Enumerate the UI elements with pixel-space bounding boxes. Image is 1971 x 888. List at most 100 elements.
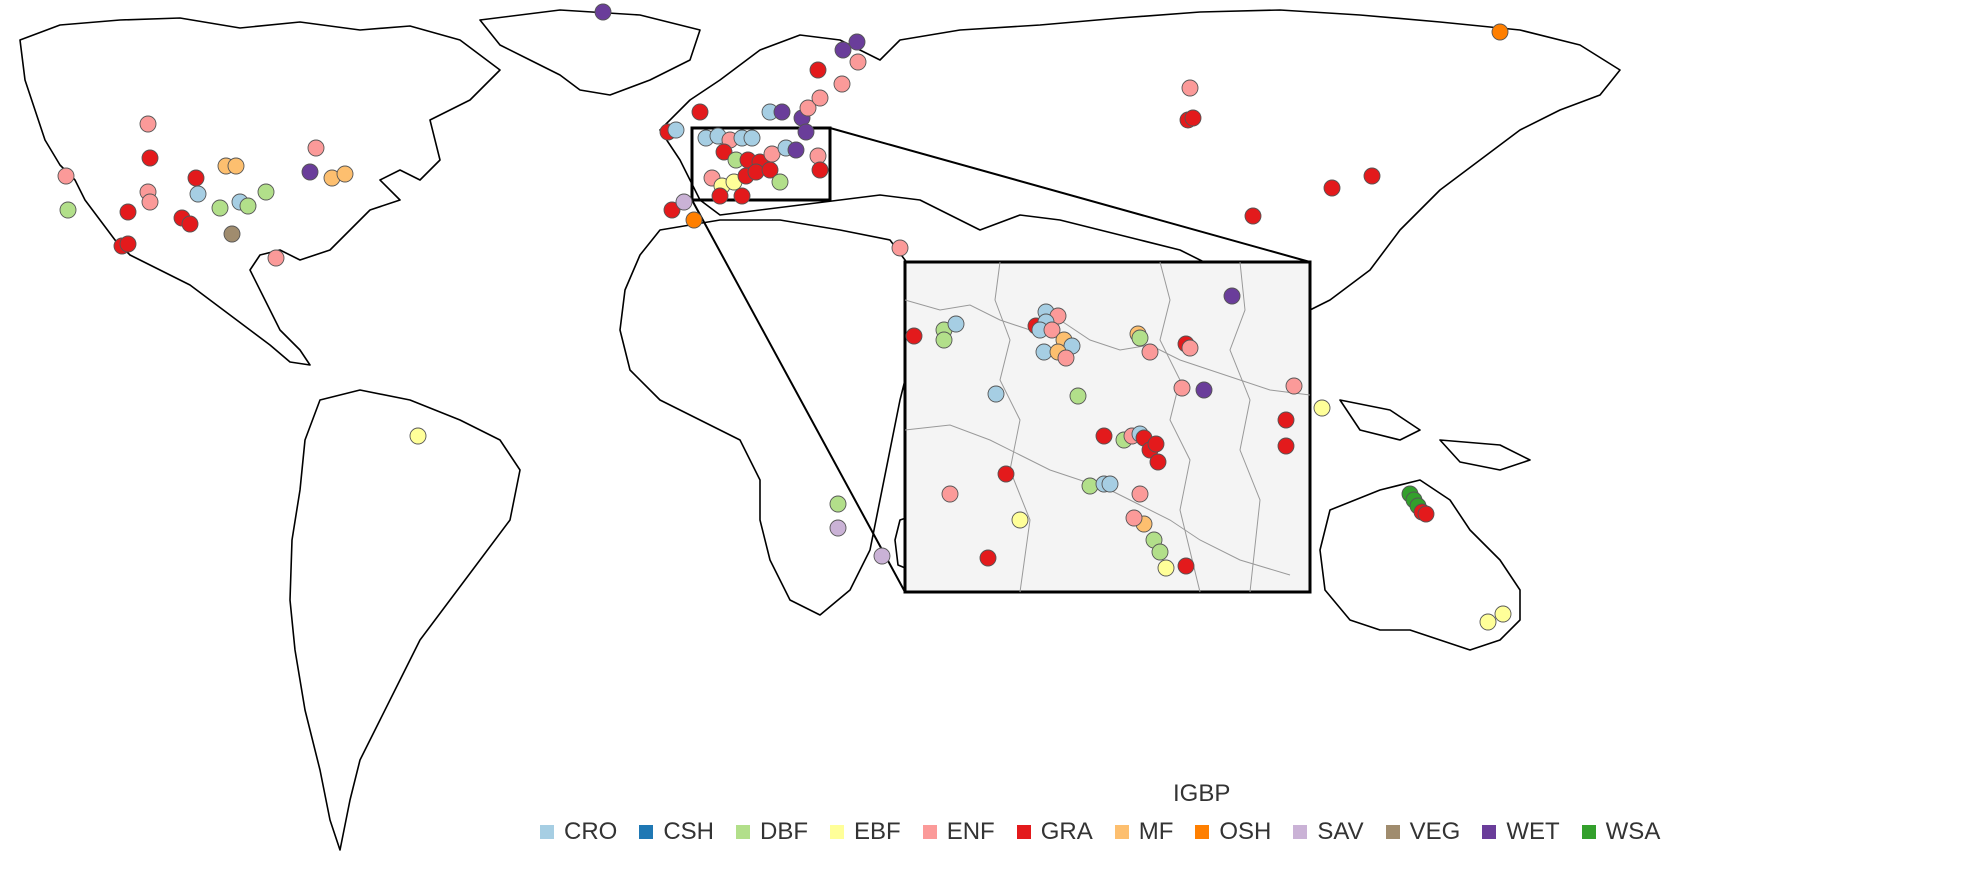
site-point-cro (743, 129, 761, 147)
legend-swatch (830, 825, 845, 839)
site-point-wet (834, 41, 852, 59)
site-point-cro (667, 121, 685, 139)
site-point-dbf (771, 173, 789, 191)
site-point-cro (947, 315, 965, 333)
australia-landmass (1319, 479, 1521, 651)
legend-label: GRA (1040, 818, 1093, 845)
site-point-cro (189, 185, 207, 203)
site-point-dbf (239, 197, 257, 215)
site-point-ebf (1011, 511, 1029, 529)
indonesia-islands (1339, 399, 1421, 441)
legend-label: CSH (663, 818, 715, 845)
site-point-gra (1149, 453, 1167, 471)
legend-swatch (1581, 825, 1596, 839)
site-point-mf (336, 165, 354, 183)
legend-label: OSH (1219, 818, 1272, 845)
legend-swatch (1195, 825, 1210, 839)
site-point-wet (848, 33, 866, 51)
legend-swatch (922, 825, 937, 839)
site-point-wet (301, 163, 319, 181)
site-point-veg (223, 225, 241, 243)
legend-label: DBF (760, 818, 809, 845)
site-point-wet (773, 103, 791, 121)
site-point-enf (811, 89, 829, 107)
site-point-gra (119, 203, 137, 221)
site-point-sav (829, 519, 847, 537)
site-point-gra (119, 235, 137, 253)
legend-label: SAV (1317, 818, 1364, 845)
site-point-gra (1177, 557, 1195, 575)
site-point-enf (267, 249, 285, 267)
site-point-enf (809, 147, 827, 165)
legend-swatch (1482, 825, 1497, 839)
site-point-gra (181, 215, 199, 233)
legend-swatch (1016, 825, 1031, 839)
site-point-osh (685, 211, 703, 229)
inset-zoom-lines (690, 126, 1311, 593)
legend-item-sav: SAV (1293, 818, 1364, 846)
site-point-gra (691, 103, 709, 121)
site-point-sav (675, 193, 693, 211)
legend-label: ENF (946, 818, 995, 845)
site-point-wet (797, 123, 815, 141)
legend-items: CRO CSH DBF EBF ENF GRA MF OSH SAV VEG WET WSA (540, 818, 1660, 846)
legend-item-gra: GRA (1016, 818, 1093, 846)
legend-item-enf: ENF (922, 818, 995, 846)
site-point-gra (761, 161, 779, 179)
site-point-dbf (1151, 543, 1169, 561)
site-point-enf (1057, 349, 1075, 367)
site-point-enf (891, 239, 909, 257)
site-point-enf (941, 485, 959, 503)
legend-title: IGBP (1173, 780, 1231, 807)
legend-item-cro: CRO (540, 818, 617, 846)
site-point-gra (1184, 109, 1202, 127)
site-point-ebf (1479, 613, 1497, 631)
site-point-gra (747, 163, 765, 181)
site-point-gra (1363, 167, 1381, 185)
site-point-enf (1043, 321, 1061, 339)
legend-swatch (540, 825, 554, 839)
site-point-sav (873, 547, 891, 565)
site-point-gra (141, 149, 159, 167)
legend: IGBP CRO CSH DBF EBF ENF GRA MF OSH SAV VEG WET WSA (540, 780, 1940, 880)
site-point-ebf (1157, 559, 1175, 577)
site-point-gra (663, 201, 681, 219)
site-point-dbf (59, 201, 77, 219)
south-america-landmass (289, 389, 521, 851)
site-point-gra (809, 61, 827, 79)
site-point-enf (1181, 79, 1199, 97)
legend-item-osh: OSH (1195, 818, 1271, 846)
site-point-mf (227, 157, 245, 175)
site-point-gra (733, 187, 751, 205)
legend-item-mf: MF (1114, 818, 1173, 846)
legend-label: EBF (854, 818, 901, 845)
site-point-gra (979, 549, 997, 567)
site-point-wet (594, 3, 612, 21)
site-point-enf (1285, 377, 1303, 395)
site-point-gra (811, 161, 829, 179)
greenland-landmass (479, 9, 701, 96)
legend-label: CRO (564, 818, 618, 845)
site-point-wet (787, 141, 805, 159)
site-point-dbf (935, 331, 953, 349)
legend-item-wsa: WSA (1581, 818, 1660, 846)
legend-item-veg: VEG (1385, 818, 1461, 846)
site-point-gra (187, 169, 205, 187)
site-point-gra (1147, 435, 1165, 453)
site-point-enf (1131, 485, 1149, 503)
site-point-osh (1491, 23, 1509, 41)
legend-item-dbf: DBF (736, 818, 808, 846)
site-points (57, 3, 1512, 631)
site-point-gra (1095, 427, 1113, 445)
new-guinea-island (1439, 439, 1531, 471)
legend-label: VEG (1409, 818, 1461, 845)
site-point-dbf (1069, 387, 1087, 405)
legend-swatch (1293, 825, 1308, 839)
site-point-enf (57, 167, 75, 185)
site-point-enf (1141, 343, 1159, 361)
site-point-gra (1244, 207, 1262, 225)
site-point-gra (1277, 437, 1295, 455)
site-point-ebf (409, 427, 427, 445)
site-point-enf (833, 75, 851, 93)
